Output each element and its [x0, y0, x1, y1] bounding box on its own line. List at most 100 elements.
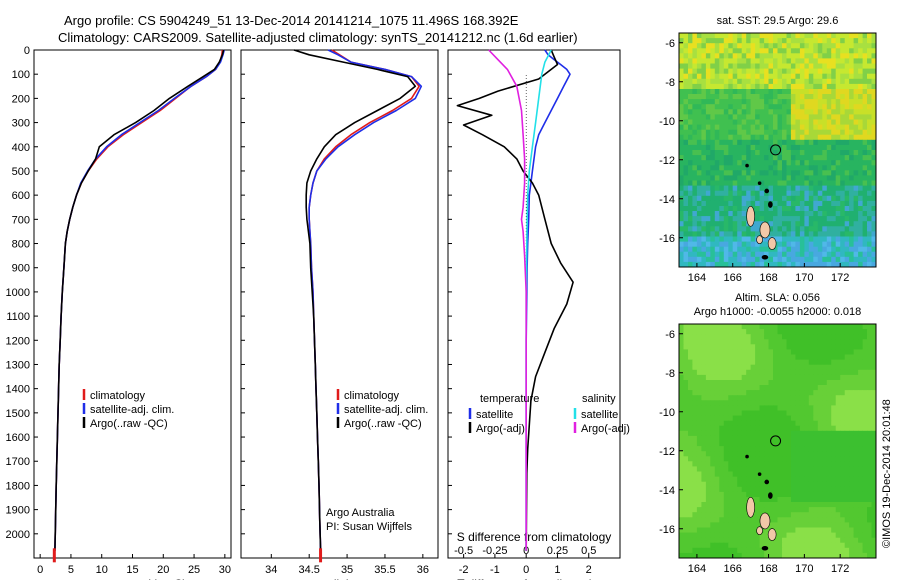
sst-map-cell	[871, 241, 877, 248]
sst-map-cell	[790, 73, 796, 80]
sla-map-cell	[737, 435, 743, 442]
sst-map-cell	[755, 53, 760, 59]
sla-map-cell	[773, 461, 778, 467]
sla-map-cell	[764, 446, 769, 452]
sla-map-cell	[853, 395, 859, 401]
sst-map-cell	[777, 94, 783, 100]
sla-map-cell	[723, 369, 729, 376]
sla-map-cell	[759, 547, 765, 554]
sst-map-cell	[831, 63, 837, 69]
sst-map-cell	[692, 226, 698, 232]
sla-map-cell	[705, 507, 711, 513]
sla-map-cell	[853, 385, 859, 391]
sla-map-cell	[808, 435, 814, 442]
sla-map-cell	[719, 405, 725, 411]
sla-map-cell	[840, 532, 846, 539]
sla-map-cell	[688, 374, 693, 381]
sla-map-cell	[808, 446, 814, 452]
sst-map-cell	[728, 94, 734, 100]
sla-map-cell	[759, 359, 765, 366]
sla-map-cell	[826, 446, 832, 452]
sst-map-cell	[764, 38, 769, 44]
sla-map-cell	[858, 446, 863, 452]
sla-map-cell	[688, 471, 693, 477]
sla-map-cell	[683, 435, 689, 442]
sst-map-cell	[835, 236, 841, 242]
sst-map-cell	[799, 165, 805, 171]
sla-map-cell	[732, 385, 738, 391]
sst-map-cell	[714, 226, 720, 232]
sla-map-cell	[759, 476, 765, 483]
sla-map-cell	[773, 364, 778, 371]
sla-map-cell	[871, 502, 877, 508]
sst-map-cell	[826, 114, 832, 120]
sla-map-cell	[679, 502, 684, 508]
sla-map-cell	[871, 380, 877, 386]
sst-map-cell	[683, 256, 689, 263]
sst-map-cell	[683, 68, 689, 75]
sla-map-cell	[844, 446, 850, 452]
sla-map-cell	[768, 466, 774, 472]
sst-map-cell	[826, 180, 832, 186]
sst-map-cell	[688, 231, 693, 237]
sst-map-cell	[867, 236, 872, 242]
sla-map-cell	[764, 476, 769, 483]
sla-map-cell	[849, 542, 854, 549]
sla-map-cell	[799, 359, 805, 366]
sla-map-cell	[728, 420, 734, 427]
sst-map-cell	[723, 89, 729, 95]
sla-map-cell	[759, 410, 765, 416]
sst-map-cell	[849, 38, 854, 44]
sla-lat-tick-label: -12	[659, 446, 675, 458]
sst-map-cell	[679, 99, 684, 105]
depth-tick-label: 900	[12, 263, 30, 275]
sla-map-cell	[701, 430, 707, 437]
sst-map-cell	[741, 160, 747, 166]
sst-map-cell	[705, 58, 711, 64]
sst-map-cell	[679, 38, 684, 44]
sla-map-cell	[732, 410, 738, 416]
sla-map-cell	[867, 512, 872, 518]
sst-map-cell	[755, 43, 760, 49]
sst-map-cell	[755, 216, 760, 222]
sla-map-cell	[840, 400, 846, 406]
sst-map-cell	[777, 216, 783, 222]
sla-map-cell	[844, 430, 850, 437]
sst-map-cell	[719, 94, 725, 100]
sla-map-cell	[867, 446, 872, 452]
sla-map-cell	[822, 456, 828, 462]
sst-map-cell	[741, 216, 747, 222]
sla-map-cell	[782, 374, 787, 381]
sla-map-cell	[835, 522, 841, 528]
sst-map-cell	[705, 73, 711, 80]
sla-map-cell	[853, 441, 859, 447]
sla-map-cell	[773, 547, 778, 554]
sst-map-cell	[858, 256, 863, 263]
sst-map-cell	[701, 129, 707, 136]
sla-map-cell	[795, 415, 801, 422]
sla-map-cell	[835, 354, 841, 360]
sst-map-cell	[777, 236, 783, 242]
sst-map-cell	[782, 216, 787, 222]
sla-map-cell	[710, 466, 716, 472]
sla-map-cell	[853, 542, 859, 549]
sst-map-cell	[813, 68, 819, 75]
sst-map-cell	[692, 185, 698, 192]
sst-map-cell	[782, 104, 787, 110]
sst-map-cell	[741, 150, 747, 156]
sla-map-cell	[862, 507, 868, 513]
sst-map-cell	[808, 211, 814, 217]
sst-map-cell	[862, 236, 868, 242]
sla-map-cell	[732, 430, 738, 437]
sst-map-cell	[849, 73, 854, 80]
sst-map-cell	[773, 155, 778, 161]
sst-map-cell	[679, 251, 684, 258]
sla-map-cell	[862, 344, 868, 350]
sst-map-cell	[795, 251, 801, 258]
sla-map-cell	[867, 415, 872, 422]
sla-map-cell	[799, 502, 805, 508]
sla-map-cell	[719, 481, 725, 488]
sla-map-cell	[773, 425, 778, 432]
sla-map-cell	[804, 329, 810, 335]
sla-map-cell	[683, 374, 689, 381]
